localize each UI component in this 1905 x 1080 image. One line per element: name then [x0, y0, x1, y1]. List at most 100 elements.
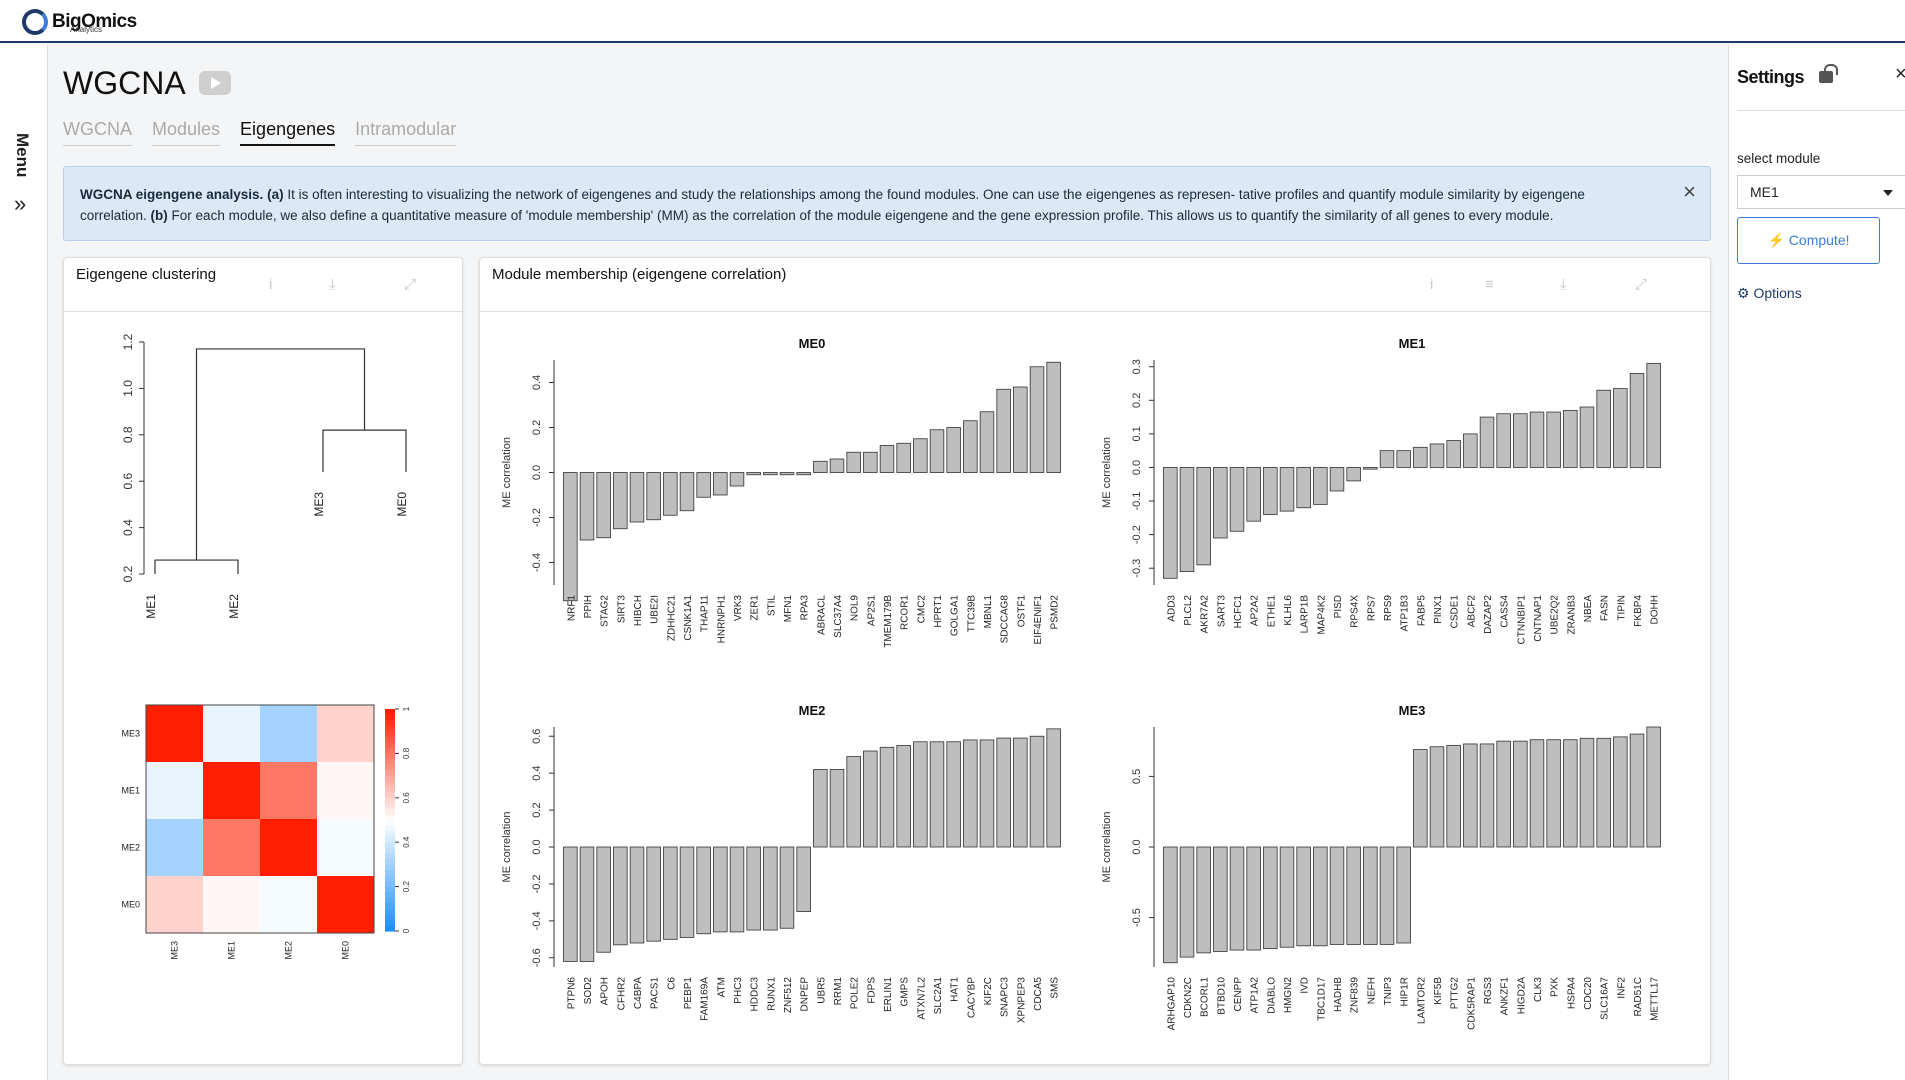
bar	[1563, 409, 1578, 468]
card-header: Eigengene clustering i ⤓ ⤢	[64, 258, 462, 312]
bar	[1396, 450, 1411, 468]
expand-icon[interactable]: ⤢	[1635, 276, 1648, 293]
bar	[763, 846, 778, 931]
x-tick-label: CENPP	[1233, 977, 1244, 1012]
x-tick-label: ETHE1	[1266, 595, 1277, 628]
bar	[946, 741, 961, 848]
bar	[729, 472, 745, 487]
colorbar-segment	[385, 814, 395, 821]
bar	[813, 460, 828, 473]
tab-modules[interactable]: Modules	[152, 119, 221, 146]
y-tick-label: 0.6	[121, 473, 135, 490]
bar	[613, 846, 628, 946]
x-tick-label: ADD3	[1166, 595, 1177, 622]
bar	[1296, 846, 1311, 947]
chevron-double-right-icon[interactable]: »	[14, 191, 27, 216]
download-icon[interactable]: ⤓	[1560, 276, 1567, 293]
x-tick-label: ANKZF1	[1500, 977, 1511, 1016]
y-tick-label: 0.0	[1131, 460, 1143, 475]
colorbar-segment	[385, 758, 395, 766]
tab-eigengenes[interactable]: Eigengenes	[240, 119, 336, 146]
bar	[1229, 467, 1245, 532]
tab-wgcna[interactable]: WGCNA	[63, 119, 132, 146]
x-tick-label: CMC2	[916, 595, 927, 624]
colorbar-segment	[385, 881, 395, 888]
x-tick-label: HIBCH	[633, 595, 644, 626]
x-tick-label: RPS4X	[1350, 595, 1361, 628]
x-tick-label: CSNK1A1	[683, 595, 694, 641]
x-tick-label: LARP1B	[1300, 595, 1311, 634]
bar	[913, 438, 928, 473]
close-icon[interactable]: ×	[1895, 63, 1905, 85]
bar	[813, 769, 828, 848]
heatmap-cell	[203, 819, 260, 876]
bar	[663, 472, 678, 516]
y-tick-label: 0.0	[531, 839, 543, 854]
info-icon[interactable]: i	[1430, 276, 1434, 293]
bar	[829, 458, 845, 473]
panel-title: ME3	[1399, 703, 1426, 718]
y-tick-label: 0.0	[1131, 839, 1143, 854]
video-play-icon[interactable]	[199, 71, 231, 95]
colorbar-segment	[385, 847, 395, 854]
x-tick-label: EIF4ENIF1	[1033, 595, 1044, 645]
tab-intramodular[interactable]: Intramodular	[355, 119, 457, 146]
x-tick-label: TTC39B	[966, 595, 977, 633]
heatmap-col-label: ME0	[341, 941, 351, 960]
expand-icon[interactable]: ⤢	[404, 276, 417, 293]
menu-toggle-label[interactable]: Menu	[13, 133, 32, 178]
bar	[863, 451, 878, 473]
colorbar-segment	[385, 792, 395, 799]
options-link[interactable]: ⚙ Options	[1737, 285, 1802, 301]
close-icon[interactable]: ×	[1683, 179, 1696, 204]
bar	[796, 472, 811, 476]
bar	[779, 472, 795, 476]
bar	[1013, 386, 1028, 473]
x-tick-label: C4BPA	[633, 977, 644, 1009]
bar	[1329, 846, 1345, 945]
bar	[646, 472, 661, 521]
x-tick-label: STAG2	[600, 595, 611, 627]
module-select[interactable]: ME1	[1737, 175, 1905, 209]
x-tick-label: NEFH	[1366, 977, 1377, 1004]
x-tick-label: ATP1B3	[1400, 595, 1411, 632]
y-tick-label: 0.2	[531, 420, 543, 435]
colorbar-segment	[385, 731, 395, 738]
x-tick-label: TBC1D17	[1316, 977, 1327, 1021]
settings-title: Settings	[1737, 67, 1805, 87]
colorbar-tick-label: 0.8	[402, 747, 411, 759]
bar	[1563, 739, 1578, 848]
colorbar-segment	[385, 725, 395, 732]
membership-plots: ME0 -0.4 -0.2 0.0 0.2 0.4 ME correlation NRF1 PP…	[501, 336, 1661, 1030]
colorbar-segment	[385, 925, 395, 932]
heatmap-row-label: ME1	[121, 786, 140, 796]
x-tick-label: DOHH	[1650, 595, 1661, 624]
colorbar-segment	[385, 764, 395, 771]
download-icon[interactable]: ⤓	[329, 276, 336, 293]
colorbar-tick-label: 0.6	[402, 792, 411, 804]
divider	[1737, 110, 1905, 111]
colorbar-tick-label: 0	[402, 928, 411, 933]
bar	[996, 737, 1011, 848]
heatmap-cell	[317, 819, 374, 876]
info-icon[interactable]: i	[269, 276, 273, 293]
bar	[1279, 467, 1295, 512]
y-tick-label: 0.4	[531, 766, 543, 781]
bar	[1429, 443, 1445, 468]
colorbar-segment	[385, 831, 395, 838]
x-tick-label: HNRNPH1	[716, 595, 727, 644]
y-tick-label: -0.2	[531, 508, 543, 527]
bar	[1529, 739, 1545, 848]
bar	[713, 846, 728, 933]
bar	[1196, 467, 1211, 566]
heatmap-col-label: ME2	[284, 941, 294, 960]
menu-icon[interactable]: ≡	[1485, 276, 1494, 293]
compute-button[interactable]: ⚡ Compute!	[1737, 217, 1880, 264]
lock-icon[interactable]	[1819, 64, 1838, 83]
bigomics-logo[interactable]: BigOmics	[22, 9, 137, 35]
x-tick-label: FDPS	[866, 977, 877, 1004]
menu-rail: Menu »	[0, 45, 48, 1080]
y-axis-label: ME correlation	[1101, 437, 1113, 508]
bar	[1513, 740, 1528, 848]
bar	[663, 846, 678, 940]
